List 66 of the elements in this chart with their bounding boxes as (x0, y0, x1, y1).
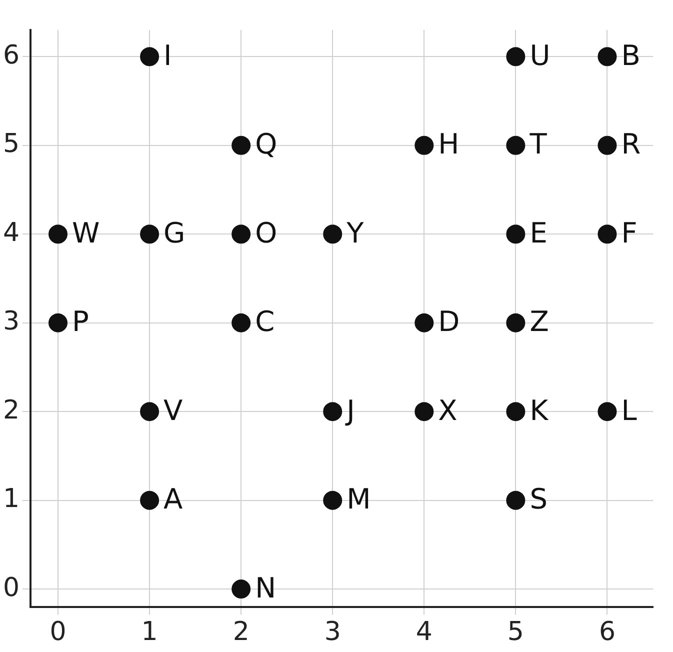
data-label: W (72, 216, 100, 250)
point (140, 47, 160, 66)
point (506, 224, 526, 244)
point (506, 136, 526, 155)
point (506, 313, 526, 332)
data-label: A (164, 482, 183, 516)
point (414, 402, 434, 422)
point (140, 224, 160, 244)
data-label: L (621, 394, 638, 427)
x-tick-label: 3 (324, 617, 341, 648)
point (323, 490, 342, 510)
y-tick-label: 6 (2, 40, 20, 70)
data-label: I (164, 38, 172, 72)
point (506, 402, 526, 422)
data-label: N (255, 571, 276, 604)
data-label: U (530, 38, 550, 72)
point (140, 402, 160, 422)
point (598, 224, 617, 244)
data-label: C (255, 305, 275, 338)
point (48, 313, 68, 332)
point (414, 313, 434, 332)
data-label: P (72, 305, 89, 338)
data-label: O (255, 216, 278, 250)
data-label: B (621, 38, 640, 72)
point (232, 313, 251, 332)
point (506, 490, 526, 510)
data-label: F (621, 216, 638, 250)
x-tick-label: 2 (232, 617, 250, 648)
point (140, 490, 160, 510)
data-label: K (530, 394, 549, 427)
point (232, 136, 251, 155)
x-tick-label: 1 (141, 617, 158, 648)
y-tick-label: 0 (2, 572, 20, 603)
point (323, 402, 342, 422)
data-label: V (164, 394, 183, 427)
data-label: D (438, 305, 460, 338)
y-tick-label: 2 (2, 395, 20, 426)
y-tick-label: 1 (2, 484, 20, 514)
data-label: H (438, 128, 460, 161)
point (598, 136, 617, 155)
point (506, 47, 526, 66)
x-tick-label: 4 (416, 617, 432, 648)
y-tick-label: 4 (2, 218, 20, 248)
data-label: S (530, 482, 548, 516)
point (598, 402, 617, 422)
data-label: Q (255, 128, 278, 161)
data-label: T (528, 128, 548, 161)
y-tick-label: 3 (2, 306, 20, 337)
data-label: X (438, 394, 458, 427)
point (232, 580, 251, 599)
x-tick-label: 5 (507, 617, 524, 648)
point (323, 224, 342, 244)
data-label: Z (530, 305, 549, 338)
y-tick-label: 5 (2, 129, 20, 160)
data-label: E (530, 216, 548, 250)
point (414, 136, 434, 155)
data-label: M (346, 482, 371, 516)
point (232, 224, 251, 244)
data-label: J (344, 394, 355, 427)
x-tick-label: 0 (50, 617, 66, 648)
point (48, 224, 68, 244)
data-label: R (621, 128, 641, 161)
data-label: G (164, 216, 186, 250)
data-label: Y (346, 216, 365, 250)
point (598, 47, 617, 66)
x-tick-label: 6 (598, 617, 616, 648)
